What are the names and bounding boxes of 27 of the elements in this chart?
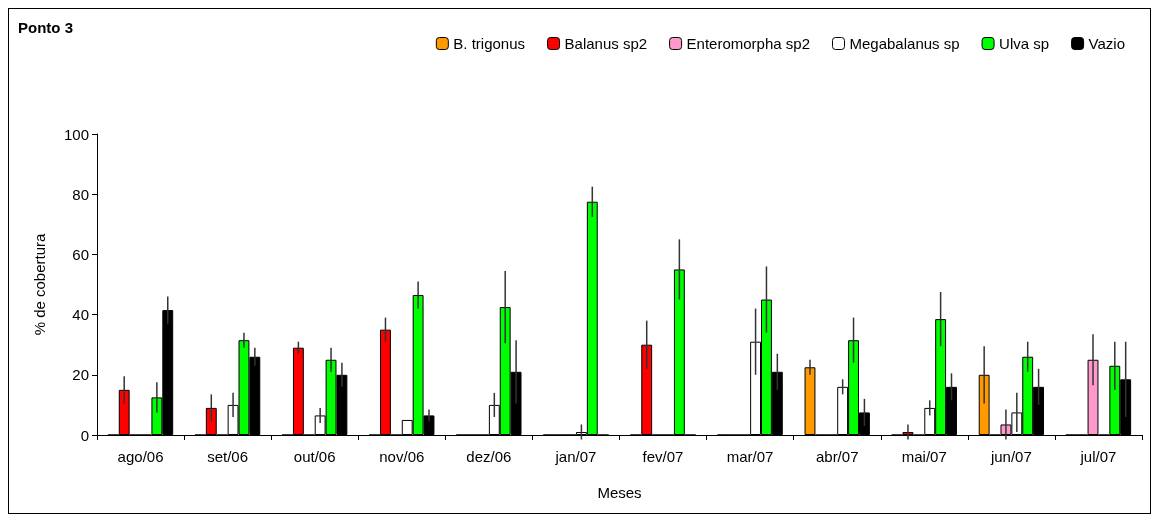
x-tick-label: mar/07 [726,448,774,465]
y-tick-label: 40 [72,306,89,324]
x-tick-label: jun/07 [989,448,1032,465]
x-tick-label: set/06 [207,448,249,465]
y-tick-label: 100 [63,125,89,143]
y-tick-label: 0 [80,426,89,444]
x-tick-label: abr/07 [815,448,859,465]
chart-title: Ponto 3 [18,19,73,36]
legend-label: Vazio [1088,35,1126,52]
x-tick-label: ago/06 [117,448,164,465]
legend-label: B. trigonus [453,35,526,52]
legend-label: Megabalanus sp [849,35,960,52]
legend-label: Enteromorpha sp2 [686,35,810,52]
y-tick-label: 60 [72,245,89,263]
x-tick-label: mai/07 [901,448,947,465]
x-axis-title: Meses [597,484,642,501]
legend-label: Ulva sp [999,35,1050,52]
x-tick-label: out/06 [293,448,336,465]
legend-label: Balanus sp2 [564,35,648,52]
x-tick-label: jul/07 [1079,448,1117,465]
x-tick-label: jan/07 [554,448,597,465]
y-tick-label: 20 [72,366,89,384]
x-tick-label: nov/06 [379,448,425,465]
x-tick-label: fev/07 [642,448,684,465]
x-tick-label: dez/06 [466,448,512,465]
y-tick-label: 80 [72,185,89,203]
y-axis-title: % de cobertura [31,232,48,336]
